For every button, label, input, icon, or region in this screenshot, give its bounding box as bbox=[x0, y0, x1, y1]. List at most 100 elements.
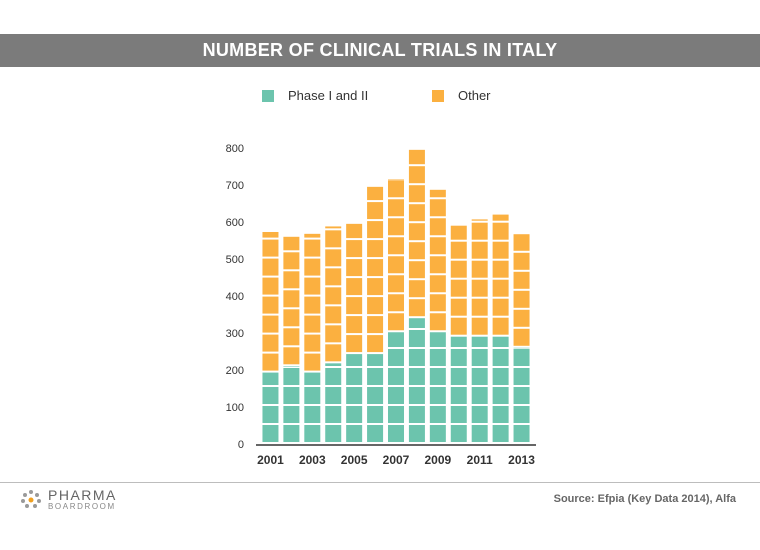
bar-block bbox=[471, 260, 488, 278]
bar-block bbox=[513, 347, 530, 349]
bar-block bbox=[346, 297, 363, 315]
bar-block bbox=[283, 366, 300, 367]
bar-block bbox=[450, 298, 467, 316]
bar-block bbox=[367, 297, 384, 315]
bar-block bbox=[283, 347, 300, 365]
bar-block bbox=[367, 221, 384, 239]
bar-block bbox=[346, 259, 363, 277]
bar-block bbox=[325, 425, 342, 442]
bar-block bbox=[262, 425, 279, 442]
bar-other-2004 bbox=[325, 226, 342, 362]
bar-block bbox=[304, 315, 321, 333]
y-tick-label: 800 bbox=[226, 143, 244, 155]
bar-block bbox=[429, 275, 446, 293]
bar-block bbox=[408, 387, 425, 404]
logo-sub-text: BOARDROOM bbox=[48, 502, 116, 511]
bar-block bbox=[367, 186, 384, 201]
bar-other-2011 bbox=[471, 219, 488, 335]
bar-block bbox=[513, 234, 530, 251]
bar-block bbox=[325, 406, 342, 423]
bar-block bbox=[471, 349, 488, 366]
bar-block bbox=[408, 149, 425, 165]
bar-block bbox=[262, 334, 279, 352]
x-tick-label: 2007 bbox=[383, 453, 410, 467]
bar-block bbox=[471, 279, 488, 297]
bar-block bbox=[471, 387, 488, 404]
bar-block bbox=[450, 279, 467, 297]
source-note: Source: Efpia (Key Data 2014), Alfa bbox=[553, 493, 736, 505]
bar-phase-2013 bbox=[513, 347, 530, 442]
bar-phase-2008 bbox=[408, 318, 425, 442]
bar-block bbox=[367, 387, 384, 404]
bar-phase-2011 bbox=[471, 336, 488, 442]
bar-block bbox=[346, 425, 363, 442]
bar-block bbox=[304, 258, 321, 276]
x-tick-label: 2013 bbox=[508, 453, 535, 467]
bar-block bbox=[367, 278, 384, 296]
bar-phase-2012 bbox=[492, 336, 509, 442]
bar-block bbox=[429, 294, 446, 312]
y-tick-label: 500 bbox=[226, 254, 244, 266]
bar-block bbox=[408, 166, 425, 184]
x-tick-label: 2011 bbox=[467, 453, 493, 467]
bar-block bbox=[492, 387, 509, 404]
bar-block bbox=[492, 349, 509, 366]
bar-block bbox=[450, 260, 467, 278]
legend-label-other: Other bbox=[458, 88, 491, 103]
bar-block bbox=[388, 237, 404, 255]
bar-block bbox=[429, 256, 446, 274]
bar-block bbox=[367, 354, 384, 366]
bar-block bbox=[325, 268, 342, 286]
chart-title-bar: NUMBER OF CLINICAL TRIALS IN ITALY bbox=[0, 34, 760, 67]
bar-block bbox=[450, 406, 467, 423]
bar-block bbox=[283, 328, 300, 346]
bar-block bbox=[346, 387, 363, 404]
bar-block bbox=[408, 368, 425, 385]
bar-block bbox=[408, 261, 425, 279]
x-tick-label: 2001 bbox=[257, 453, 284, 467]
bar-phase-2001 bbox=[262, 372, 279, 442]
bar-phase-2010 bbox=[450, 336, 467, 442]
bar-block bbox=[450, 349, 467, 366]
bar-block bbox=[471, 317, 488, 335]
bar-block bbox=[325, 306, 342, 324]
legend: Phase I and II Other bbox=[0, 88, 760, 108]
bar-block bbox=[429, 425, 446, 442]
bar-block bbox=[262, 387, 279, 404]
bar-block bbox=[513, 328, 530, 346]
bar-block bbox=[346, 354, 363, 366]
bar-block bbox=[429, 387, 446, 404]
bar-block bbox=[346, 240, 363, 258]
bar-other-2012 bbox=[492, 214, 509, 335]
bar-block bbox=[304, 334, 321, 352]
bar-phase-2009 bbox=[429, 332, 446, 442]
bar-phase-2003 bbox=[304, 372, 321, 442]
bar-block bbox=[492, 298, 509, 316]
chart-title: NUMBER OF CLINICAL TRIALS IN ITALY bbox=[202, 40, 558, 60]
bar-block bbox=[388, 180, 404, 198]
bar-block bbox=[325, 363, 342, 366]
bar-other-2009 bbox=[429, 189, 446, 331]
bar-block bbox=[513, 406, 530, 423]
bar-block bbox=[367, 202, 384, 220]
bar-block bbox=[325, 287, 342, 305]
bar-block bbox=[513, 271, 530, 289]
bar-block bbox=[262, 258, 279, 276]
bar-block bbox=[262, 406, 279, 423]
bar-block bbox=[388, 332, 404, 347]
footer-divider bbox=[0, 482, 760, 483]
bar-block bbox=[450, 336, 467, 347]
pharma-boardroom-logo: PHARMA BOARDROOM bbox=[20, 488, 117, 511]
bar-block bbox=[304, 233, 321, 238]
bar-block bbox=[325, 344, 342, 362]
bar-block bbox=[283, 309, 300, 327]
bar-block bbox=[471, 336, 488, 347]
bar-block bbox=[325, 368, 342, 385]
bar-block bbox=[429, 189, 446, 198]
bar-block bbox=[262, 239, 279, 257]
bar-block bbox=[388, 406, 404, 423]
bar-block bbox=[429, 332, 446, 347]
bar-block bbox=[304, 353, 321, 371]
bar-block bbox=[367, 406, 384, 423]
bar-block bbox=[408, 242, 425, 260]
